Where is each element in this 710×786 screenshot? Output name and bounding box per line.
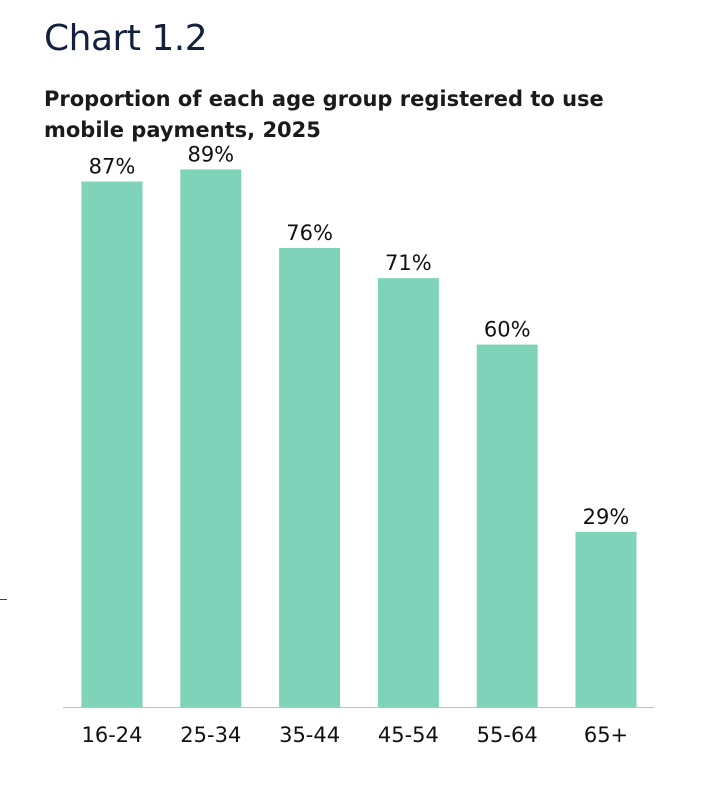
data-label-55-64: 60% <box>484 318 531 342</box>
bar-25-34 <box>180 169 242 707</box>
data-label-65+: 29% <box>583 505 630 529</box>
chart-title: Chart 1.2 <box>44 18 208 59</box>
data-label-16-24: 87% <box>89 155 136 179</box>
bar-45-54 <box>377 278 439 707</box>
data-label-35-44: 76% <box>286 221 333 245</box>
chart-subtitle: Proportion of each age group registered … <box>44 87 604 142</box>
bar-65+ <box>575 531 637 707</box>
x-tick-label-45-54: 45-54 <box>378 723 439 747</box>
x-tick-label-55-64: 55-64 <box>477 723 538 747</box>
x-tick-label-16-24: 16-24 <box>81 723 142 747</box>
x-tick-label-35-44: 35-44 <box>279 723 340 747</box>
bar-35-44 <box>279 247 341 707</box>
data-label-25-34: 89% <box>187 142 234 166</box>
data-label-45-54: 71% <box>385 251 432 275</box>
bar-16-24 <box>81 181 143 707</box>
x-tick-label-25-34: 25-34 <box>180 723 241 747</box>
edge-tick-mark <box>0 599 7 600</box>
bar-55-64 <box>476 344 538 707</box>
x-tick-label-65+: 65+ <box>584 723 628 747</box>
